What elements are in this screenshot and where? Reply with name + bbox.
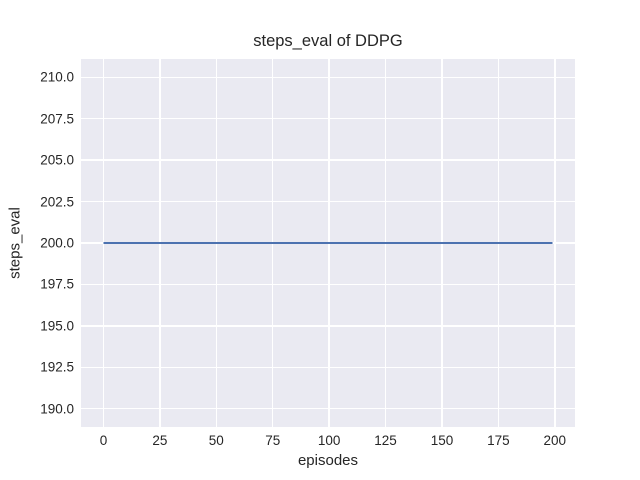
y-tick-label: 190.0 — [40, 401, 74, 417]
gridline-horizontal — [81, 200, 575, 203]
gridline-horizontal — [81, 325, 575, 327]
y-tick-label: 205.0 — [40, 152, 74, 168]
plot-area — [81, 59, 575, 427]
y-tick-label: 207.5 — [40, 111, 74, 127]
x-tick-label: 25 — [152, 433, 168, 448]
y-tick-label: 195.0 — [40, 318, 74, 334]
y-tick-label: 200.0 — [40, 235, 74, 251]
x-axis-label: episodes — [297, 452, 359, 469]
x-tick-label: 150 — [430, 433, 454, 448]
x-tick-label: 125 — [374, 433, 397, 448]
y-tick-label: 210.0 — [40, 69, 74, 85]
gridline-horizontal — [81, 76, 575, 78]
series-plot — [103, 241, 553, 245]
x-tick-label: 200 — [543, 433, 567, 448]
x-tick-label: 100 — [317, 433, 341, 448]
y-axis-label: steps_eval — [6, 207, 24, 279]
y-tick-label: 197.5 — [40, 276, 74, 292]
gridline-horizontal — [81, 366, 575, 369]
y-tick-label: 202.5 — [40, 194, 74, 210]
x-tick-label: 75 — [265, 433, 281, 448]
y-tick-label: 192.5 — [40, 359, 74, 375]
chart-title: steps_eval of DDPG — [253, 32, 403, 50]
x-tick-label: 0 — [99, 433, 108, 448]
gridline-horizontal — [81, 117, 575, 120]
gridline-horizontal — [81, 408, 575, 410]
gridline-horizontal — [81, 159, 575, 161]
x-tick-label: 50 — [208, 433, 224, 448]
x-tick-label: 175 — [487, 433, 510, 448]
gridline-horizontal — [81, 283, 575, 286]
